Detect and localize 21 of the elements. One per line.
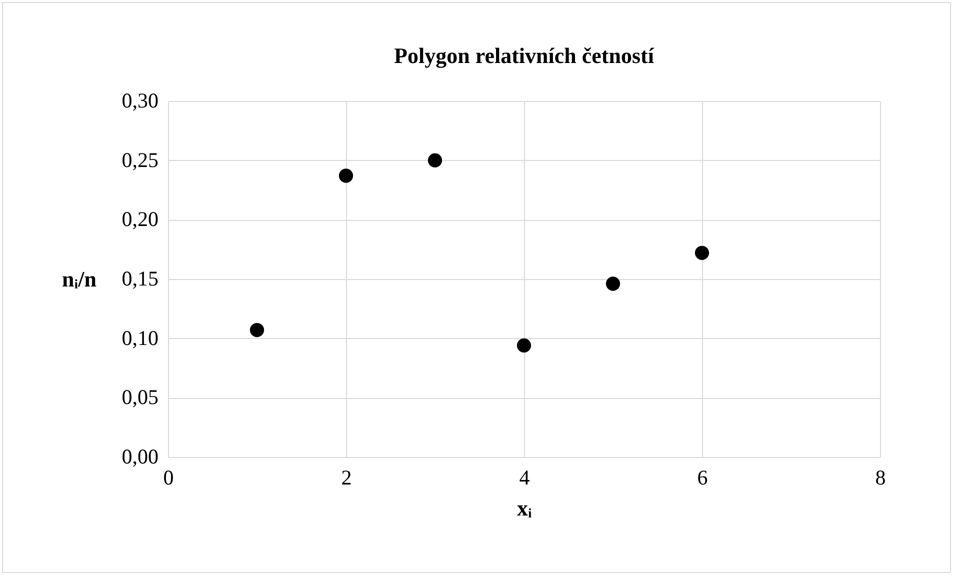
x-axis-title: xᵢ bbox=[517, 496, 532, 520]
x-tick-label: 6 bbox=[697, 466, 708, 490]
point bbox=[694, 246, 710, 260]
y-tick-label: 0,05 bbox=[122, 385, 158, 410]
x-tick-label: 2 bbox=[341, 466, 352, 490]
y-axis-title: nᵢ/n bbox=[62, 266, 96, 292]
point bbox=[516, 338, 532, 353]
point bbox=[250, 322, 264, 338]
y-tick-label: 0,00 bbox=[122, 444, 158, 468]
y-tick-label: 0,20 bbox=[122, 207, 158, 232]
y-tick-label: 0,15 bbox=[122, 266, 158, 290]
point bbox=[606, 276, 620, 291]
point bbox=[428, 153, 442, 168]
y-tick-label: 0,25 bbox=[122, 148, 158, 172]
x-tick-label: 8 bbox=[875, 466, 886, 490]
x-tick-label: 0 bbox=[163, 466, 174, 490]
point bbox=[338, 168, 354, 183]
y-tick-label: 0,30 bbox=[122, 88, 158, 112]
y-tick-label: 0,10 bbox=[122, 326, 158, 350]
x-tick-label: 4 bbox=[519, 466, 530, 490]
chart-title: Polygon relativních četností bbox=[394, 43, 655, 68]
